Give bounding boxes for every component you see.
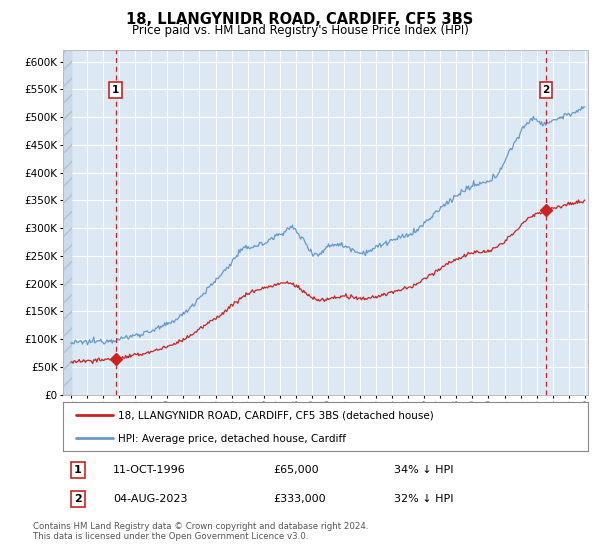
Text: HPI: Average price, detached house, Cardiff: HPI: Average price, detached house, Card… bbox=[118, 434, 346, 444]
Text: 1: 1 bbox=[112, 85, 119, 95]
Text: Price paid vs. HM Land Registry's House Price Index (HPI): Price paid vs. HM Land Registry's House … bbox=[131, 24, 469, 36]
Text: 2: 2 bbox=[542, 85, 550, 95]
Text: 18, LLANGYNIDR ROAD, CARDIFF, CF5 3BS: 18, LLANGYNIDR ROAD, CARDIFF, CF5 3BS bbox=[127, 12, 473, 27]
Text: £65,000: £65,000 bbox=[273, 465, 319, 475]
Text: 04-AUG-2023: 04-AUG-2023 bbox=[113, 494, 187, 504]
Bar bbox=[63, 50, 73, 395]
Text: Contains HM Land Registry data © Crown copyright and database right 2024.
This d: Contains HM Land Registry data © Crown c… bbox=[33, 522, 368, 542]
Text: 18, LLANGYNIDR ROAD, CARDIFF, CF5 3BS (detached house): 18, LLANGYNIDR ROAD, CARDIFF, CF5 3BS (d… bbox=[118, 411, 434, 421]
Text: 11-OCT-1996: 11-OCT-1996 bbox=[113, 465, 185, 475]
Text: 32% ↓ HPI: 32% ↓ HPI bbox=[394, 494, 453, 504]
Text: 1: 1 bbox=[74, 465, 82, 475]
Text: £333,000: £333,000 bbox=[273, 494, 326, 504]
Text: 2: 2 bbox=[74, 494, 82, 504]
Text: 34% ↓ HPI: 34% ↓ HPI bbox=[394, 465, 453, 475]
